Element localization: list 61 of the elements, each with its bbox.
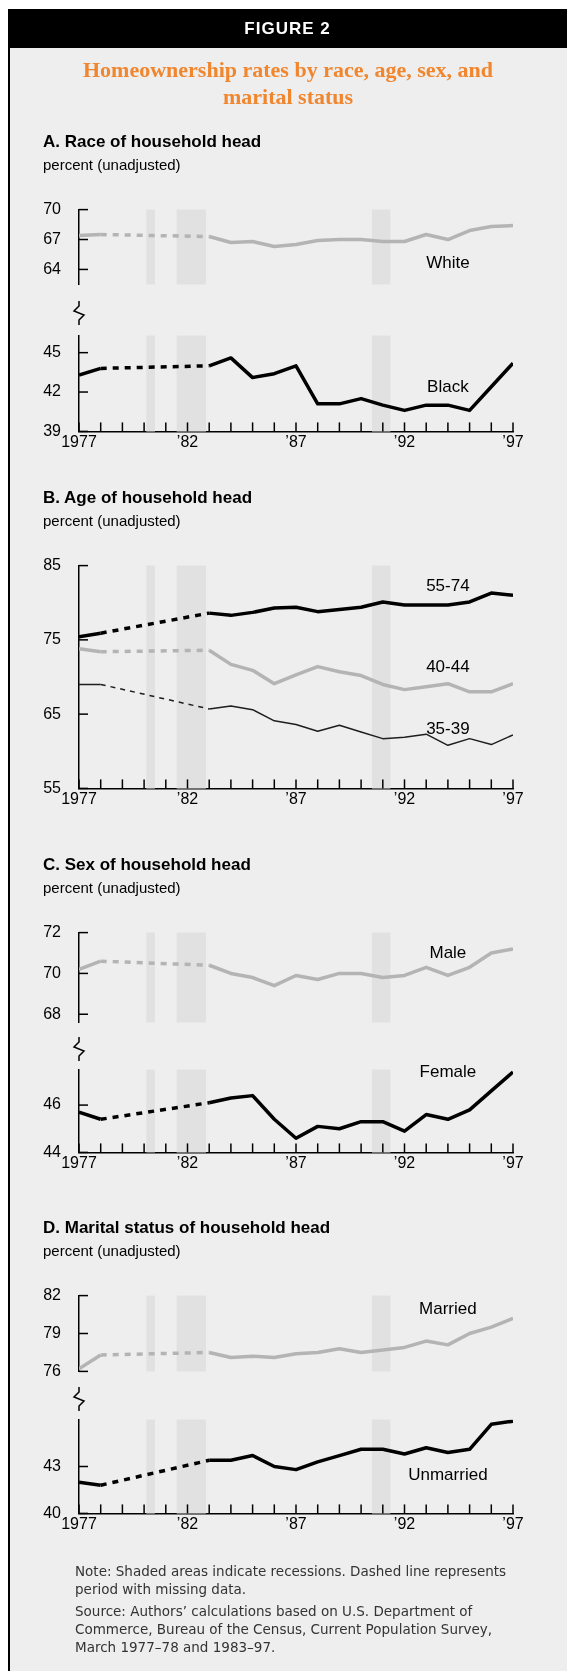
x-tick-label: 1977 [61, 1153, 97, 1171]
x-tick-label: ’87 [285, 789, 307, 807]
series-label: 35-39 [426, 719, 470, 739]
chart-title: Homeownership rates by race, age, sex, and marital status [82, 56, 494, 110]
x-tick-label: ’92 [393, 432, 416, 450]
x-tick-label: ’87 [285, 1153, 307, 1171]
y-tick-label: 43 [43, 1456, 62, 1474]
y-tick-label: 72 [43, 923, 62, 941]
x-tick-label: ’92 [393, 789, 416, 807]
y-tick-label: 70 [43, 200, 62, 218]
text: Note: Shaded areas indicate recessions. Dashed line represents period with missing data. [75, 1562, 508, 1598]
y-axis-title: percent (unadjusted) [43, 1242, 181, 1259]
y-tick-label: 55 [43, 778, 62, 796]
x-tick-label: ’97 [502, 1514, 524, 1532]
x-tick-label: ’87 [285, 1514, 307, 1532]
x-tick-label: 1977 [61, 789, 97, 807]
x-tick-label: ’97 [502, 789, 524, 807]
chart-subtitle: A. Race of household head [43, 132, 262, 152]
x-tick-label: ’97 [502, 432, 524, 450]
source-note: Source: Authors’ calculations based on U.S. Department of Commerce, Bureau of the Census, Current Population Survey, March 1977–78 and 1983–97. [75, 1602, 494, 1656]
y-tick-label: 68 [43, 1004, 62, 1022]
x-tick-label: ’92 [393, 1514, 416, 1532]
series-label: 55-74 [426, 575, 470, 595]
y-tick-label: 79 [43, 1323, 62, 1341]
y-tick-label: 40 [43, 1503, 62, 1521]
series-label: Male [429, 943, 467, 963]
x-tick-label: ’87 [285, 432, 307, 450]
series-label: Black [427, 376, 470, 396]
series-label: 40-44 [426, 657, 470, 677]
caption: FIGURE 2 [8, 9, 567, 48]
y-tick-label: 42 [43, 382, 62, 400]
chart-title: C. Sex of household head [43, 855, 251, 875]
series-label: White [426, 253, 470, 273]
y-tick-label: 76 [43, 1361, 62, 1379]
y-tick-label: 64 [43, 259, 62, 277]
y-tick-label: 46 [43, 1095, 62, 1113]
x-tick-label: ’82 [176, 789, 199, 807]
x-tick-label: ’92 [393, 1153, 416, 1171]
y-tick-label: 67 [43, 229, 62, 247]
y-tick-label: 75 [43, 630, 62, 648]
x-tick-label: ’82 [176, 1153, 199, 1171]
y-tick-label: 70 [43, 963, 62, 981]
chart-title: D. Marital status of household head [43, 1218, 331, 1238]
y-tick-label: 44 [43, 1142, 62, 1160]
y-axis-title: percent (unadjusted) [43, 879, 181, 896]
y-tick-label: 65 [43, 704, 62, 722]
y-tick-label: 85 [43, 556, 62, 574]
x-tick-label: 1977 [61, 1514, 97, 1532]
y-axis-title: percent (unadjusted) [43, 512, 181, 529]
x-tick-label: ’82 [176, 1514, 199, 1532]
x-tick-label: ’82 [176, 432, 199, 450]
chart-title: B. Age of household head [43, 488, 253, 508]
x-tick-label: 1977 [61, 432, 97, 450]
series-label: Unmarried [408, 1465, 488, 1485]
y-tick-label: 45 [43, 343, 62, 361]
x-tick-label: ’97 [502, 1153, 524, 1171]
series-label: Married [419, 1298, 477, 1318]
y-tick-label: 39 [43, 421, 62, 439]
series-label: Female [419, 1061, 477, 1081]
y-axis-title: percent (unadjusted) [43, 156, 181, 173]
y-tick-label: 82 [43, 1286, 62, 1304]
